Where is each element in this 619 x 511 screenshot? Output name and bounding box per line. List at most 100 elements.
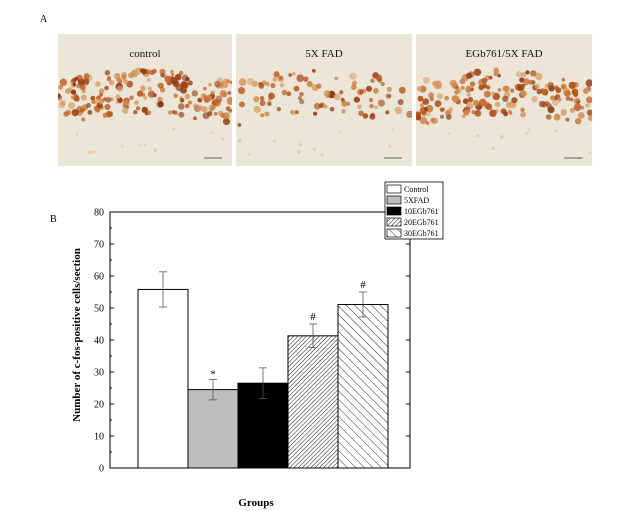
stained-cell [222,112,230,120]
stained-cell [222,82,229,88]
chart-legend: Control 5XFAD 10EGb761 20EGb761 30EGb761 [384,181,444,240]
stained-cell [238,78,247,86]
stained-cell [521,72,527,78]
stained-cell [81,117,86,122]
stained-cell [116,77,122,83]
stained-cell [506,101,513,109]
stained-cell [200,95,205,100]
stained-cell [502,85,509,92]
micrograph-egb761: EGb761/5X FAD [416,34,592,166]
stained-cell [98,88,105,94]
stained-cell [179,96,184,101]
stained-cell [547,106,555,114]
stained-cell [525,132,529,135]
stained-cell [60,100,66,106]
y-tick-label: 50 [94,304,104,315]
stained-cell [260,113,265,118]
stained-cell [536,88,542,95]
stained-cell [471,110,476,115]
stained-cell [140,85,146,91]
y-tick-label: 0 [99,464,104,475]
stained-cell [449,79,457,87]
stained-cell [253,96,260,103]
stained-cell [585,103,590,108]
stained-cell [494,101,501,108]
stained-cell [264,111,270,117]
stained-cell [173,110,178,115]
stained-cell [478,84,484,91]
stained-cell [208,82,212,87]
stained-cell [462,98,469,104]
stained-cell [531,95,538,103]
stained-cell [63,111,69,117]
significance-mark: # [310,311,316,323]
stained-cell [370,112,375,117]
stained-cell [185,103,190,109]
stained-cell [71,109,79,117]
stained-cell [293,85,300,92]
stained-cell [369,103,374,109]
stained-cell [212,98,220,106]
stained-cell [554,129,558,133]
stained-cell [108,80,115,86]
legend-swatch [386,206,402,216]
stained-cell [434,81,442,90]
stained-cell [516,71,523,78]
stained-cell [217,110,224,116]
stained-cell [374,105,378,110]
stained-cell [221,137,225,141]
stained-cell [323,90,331,97]
stained-cell [313,111,318,116]
stained-cell [141,106,148,114]
stained-cell [91,100,96,105]
stained-cell [465,85,472,91]
stained-cell [569,107,575,113]
stained-cell [465,72,473,79]
stained-cell [277,75,284,83]
stained-cell [251,80,259,87]
micrograph-control: control [58,34,232,166]
y-tick-label: 40 [94,336,104,347]
stained-cell [406,110,412,118]
stained-cell [168,110,172,115]
stained-cell [313,102,321,110]
legend-label: 20EGb761 [404,218,439,227]
stained-cell [422,76,430,84]
stained-cell [538,100,546,108]
micrograph-egb761-caption: EGb761/5X FAD [465,48,543,60]
stained-cell [237,138,242,143]
stained-cell [460,85,465,90]
legend-swatch [386,228,402,238]
stained-cell [574,118,582,125]
stained-cell [147,86,152,91]
stained-cell [157,82,164,89]
significance-mark: * [210,368,216,380]
stained-cell [181,74,189,82]
legend-label: 30EGb761 [404,229,439,238]
stained-cell [329,106,335,112]
stained-cell [70,95,75,100]
stained-cell [391,128,394,132]
stained-cell [170,69,174,74]
stained-cell [386,86,392,92]
stained-cell [273,71,280,78]
stained-cell [375,74,383,81]
y-tick-label: 10 [94,432,104,443]
legend-swatch [386,184,402,194]
stained-cell [258,83,265,89]
stained-cell [323,104,328,109]
stained-cell [466,92,471,97]
stained-cell [87,150,92,155]
stained-cell [178,111,185,118]
stained-cell [76,133,79,136]
stained-cell [214,80,221,88]
stained-cell [448,132,451,135]
legend-swatch [386,195,402,205]
stained-cell [95,81,101,87]
stained-cell [104,85,109,91]
stained-cell [416,86,423,92]
stained-cell [491,146,495,151]
stained-cell [380,81,385,87]
stained-cell [452,95,460,103]
stained-cell [134,100,139,106]
